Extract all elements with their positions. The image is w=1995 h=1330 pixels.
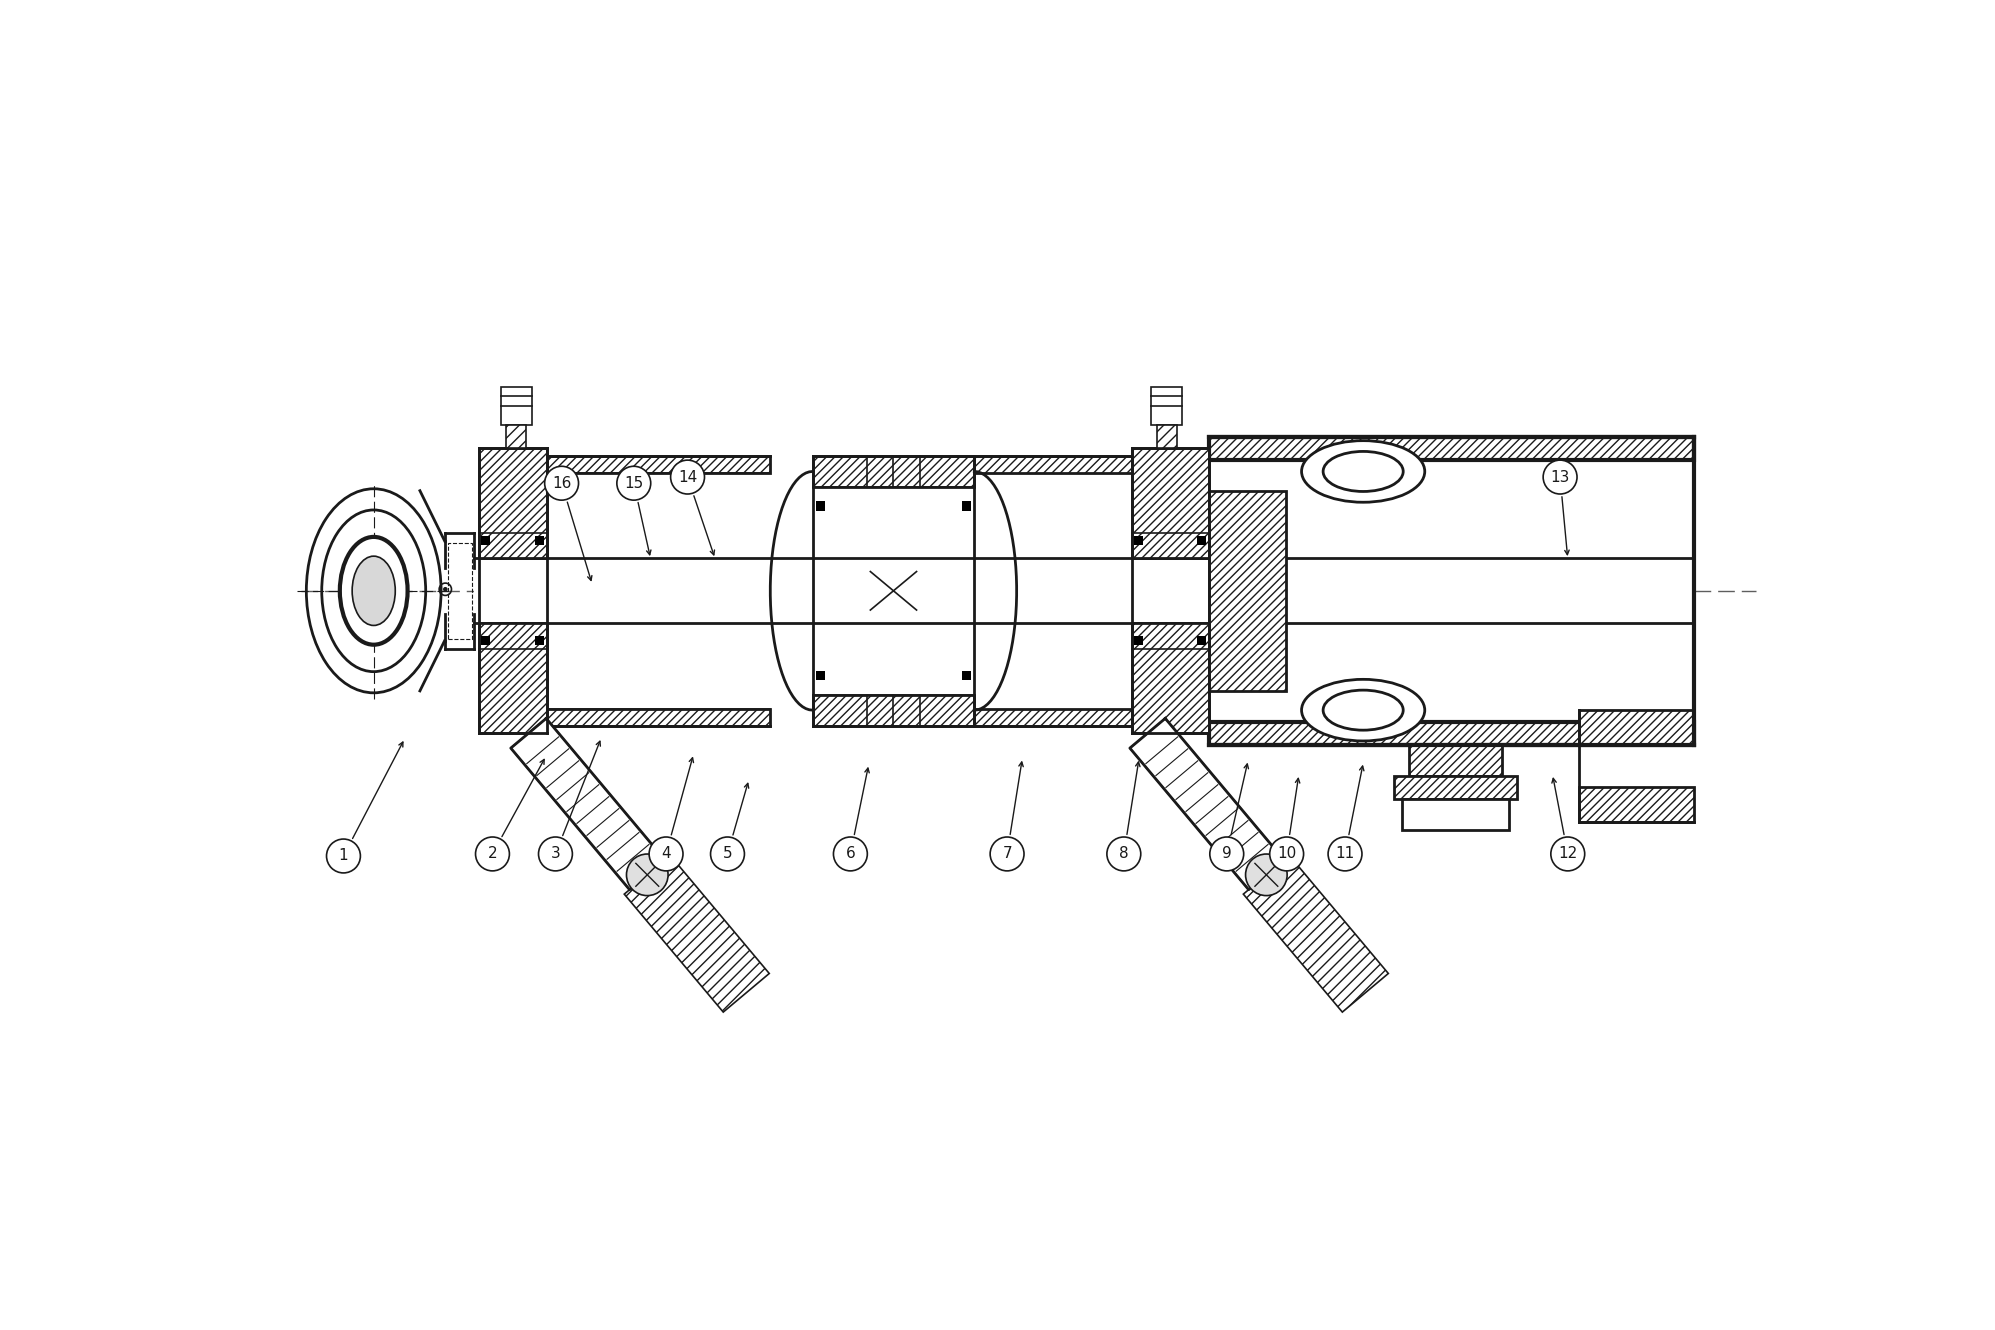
Polygon shape	[812, 456, 974, 487]
Circle shape	[1544, 460, 1576, 493]
Polygon shape	[511, 718, 664, 890]
Polygon shape	[1209, 436, 1694, 460]
Polygon shape	[479, 624, 547, 733]
Polygon shape	[1209, 491, 1287, 690]
Circle shape	[475, 837, 509, 871]
Polygon shape	[547, 456, 770, 473]
Circle shape	[1209, 837, 1243, 871]
Polygon shape	[974, 709, 1131, 726]
Polygon shape	[479, 448, 547, 559]
Bar	[962, 501, 972, 511]
Text: 11: 11	[1335, 846, 1355, 862]
Circle shape	[648, 837, 682, 871]
Bar	[816, 670, 824, 680]
Circle shape	[1550, 837, 1584, 871]
Bar	[481, 536, 491, 545]
Polygon shape	[1209, 722, 1694, 745]
Circle shape	[670, 460, 704, 493]
Polygon shape	[1578, 787, 1694, 822]
Polygon shape	[1243, 855, 1389, 1012]
Circle shape	[1329, 837, 1363, 871]
Bar	[1133, 636, 1143, 645]
Circle shape	[443, 587, 447, 592]
Bar	[1197, 536, 1207, 545]
Circle shape	[834, 837, 868, 871]
Text: 12: 12	[1558, 846, 1578, 862]
Text: 16: 16	[553, 476, 571, 491]
Polygon shape	[1578, 710, 1694, 745]
Text: 3: 3	[551, 846, 561, 862]
Circle shape	[1107, 837, 1141, 871]
Text: 7: 7	[1001, 846, 1011, 862]
Bar	[1133, 536, 1143, 545]
Polygon shape	[501, 387, 531, 426]
Circle shape	[710, 837, 744, 871]
Text: 2: 2	[487, 846, 497, 862]
Circle shape	[327, 839, 361, 872]
Circle shape	[545, 467, 579, 500]
Text: 10: 10	[1277, 846, 1297, 862]
Text: 1: 1	[339, 849, 349, 863]
Ellipse shape	[339, 537, 407, 645]
Circle shape	[539, 837, 573, 871]
Ellipse shape	[1301, 440, 1424, 503]
Bar	[1197, 636, 1207, 645]
Text: 15: 15	[624, 476, 644, 491]
Polygon shape	[1131, 624, 1209, 733]
Polygon shape	[1151, 387, 1183, 426]
Text: 5: 5	[722, 846, 732, 862]
Circle shape	[626, 854, 668, 895]
Text: 9: 9	[1221, 846, 1231, 862]
Circle shape	[616, 467, 650, 500]
Polygon shape	[1317, 456, 1408, 487]
Circle shape	[1269, 837, 1303, 871]
Polygon shape	[507, 426, 527, 448]
Polygon shape	[547, 709, 770, 726]
Bar	[962, 670, 972, 680]
Text: 4: 4	[660, 846, 670, 862]
Circle shape	[1245, 854, 1287, 895]
Bar	[816, 501, 824, 511]
Bar	[535, 536, 545, 545]
Polygon shape	[974, 456, 1131, 473]
Text: 8: 8	[1119, 846, 1129, 862]
Circle shape	[990, 837, 1023, 871]
Polygon shape	[1131, 448, 1209, 559]
Bar	[1402, 799, 1510, 830]
Ellipse shape	[353, 556, 395, 625]
Bar	[535, 636, 545, 645]
Polygon shape	[1395, 775, 1516, 799]
Polygon shape	[1408, 745, 1502, 775]
Bar	[449, 543, 471, 638]
Bar	[481, 636, 491, 645]
Polygon shape	[812, 694, 974, 726]
Text: 14: 14	[678, 469, 696, 484]
Polygon shape	[1317, 694, 1408, 726]
Polygon shape	[1157, 426, 1177, 448]
Ellipse shape	[1301, 680, 1424, 741]
Text: 13: 13	[1550, 469, 1570, 484]
Polygon shape	[624, 855, 770, 1012]
Text: 6: 6	[846, 846, 856, 862]
Polygon shape	[1129, 718, 1285, 890]
